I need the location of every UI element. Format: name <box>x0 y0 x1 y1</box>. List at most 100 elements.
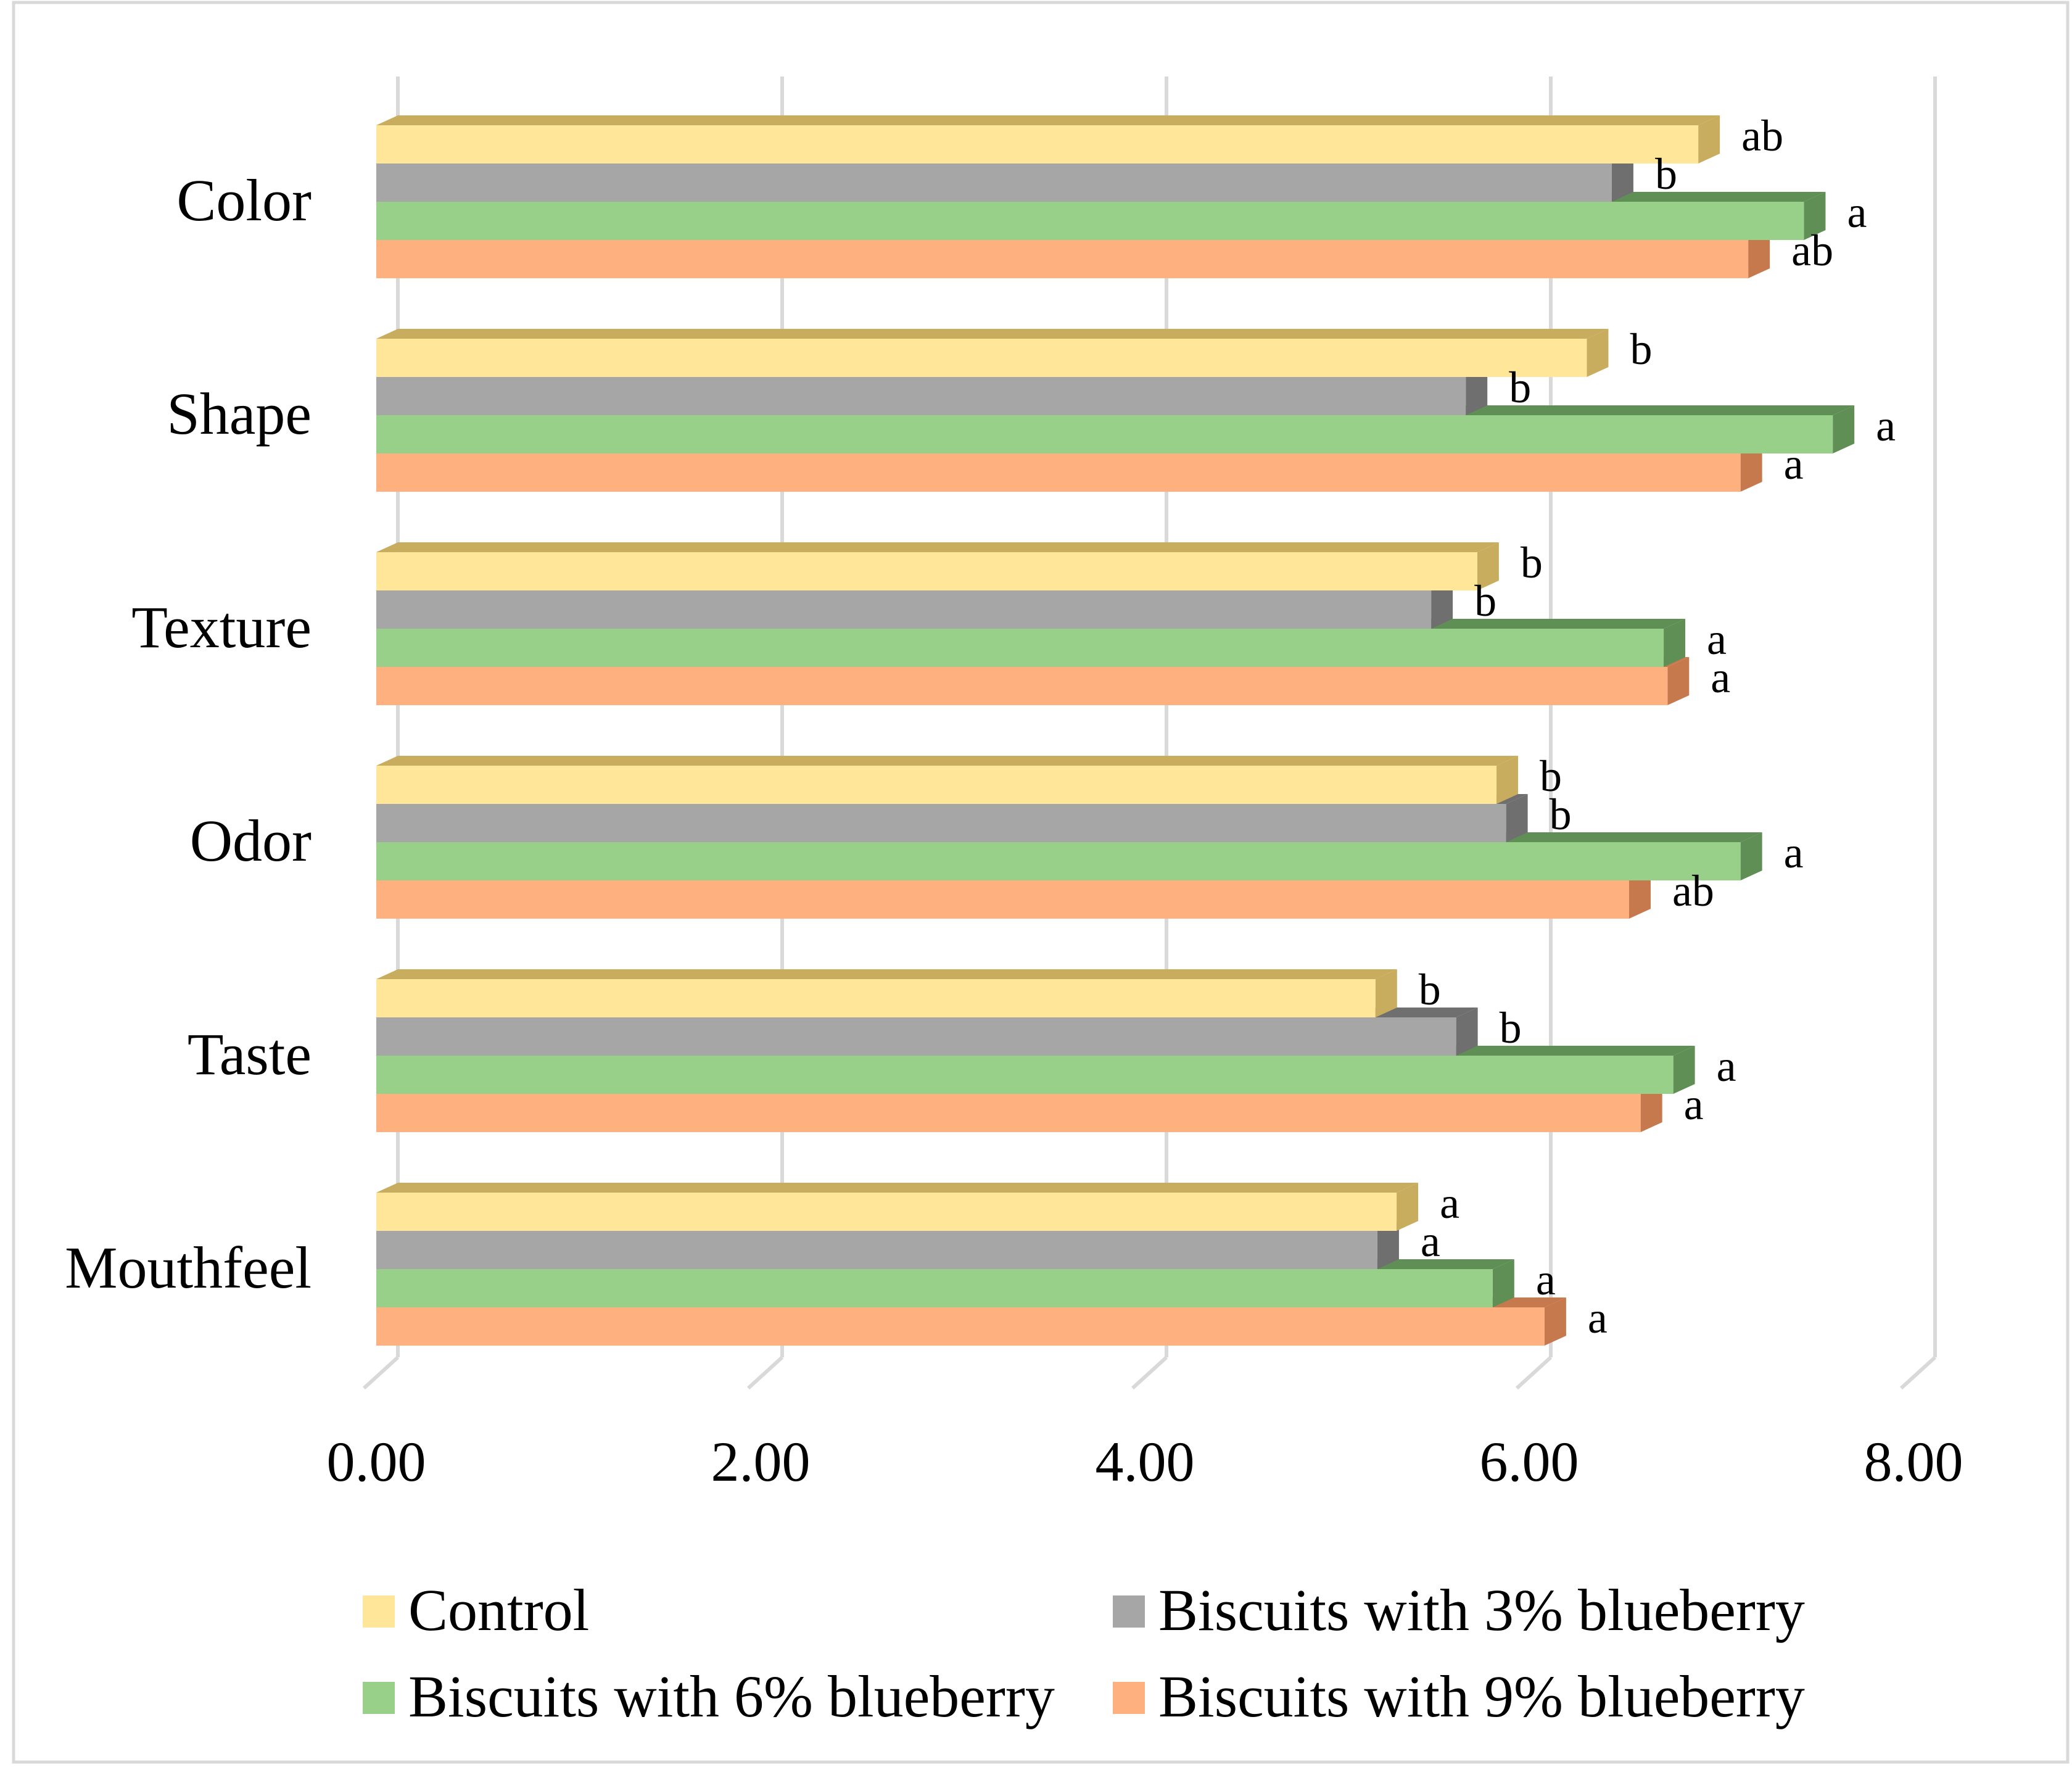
floor-line <box>746 1355 784 1390</box>
bar-side <box>1628 871 1651 919</box>
significance-label: a <box>1440 1178 1459 1228</box>
floor-line <box>1899 1355 1937 1390</box>
significance-label: b <box>1419 965 1441 1014</box>
bar-front <box>376 880 1629 919</box>
bar-front <box>376 979 1376 1017</box>
significance-label: ab <box>1791 226 1833 275</box>
bar-front <box>376 163 1612 202</box>
bar <box>376 115 1720 163</box>
bar-side <box>1698 115 1720 163</box>
bar-front <box>376 125 1699 163</box>
category-label: Mouthfeel <box>65 1235 312 1301</box>
bar-side <box>1477 542 1499 590</box>
bar <box>376 756 1519 804</box>
bar-front <box>376 590 1432 629</box>
legend-swatch <box>363 1595 395 1628</box>
legend-label: Biscuits with 3% blueberry <box>1158 1577 1805 1643</box>
bar-front <box>376 842 1741 880</box>
legend-item: Control <box>363 1577 589 1643</box>
bar-top <box>376 329 1609 339</box>
significance-label: a <box>1707 615 1727 664</box>
floor-line <box>362 1355 400 1390</box>
significance-label: a <box>1717 1041 1736 1091</box>
significance-label: ab <box>1741 111 1783 160</box>
x-tick-label: 2.00 <box>711 1430 811 1493</box>
significance-label: a <box>1876 401 1896 450</box>
category-labels: ColorabbaabShapebbaaTexturebbaaOdorbbaab… <box>65 111 1896 1343</box>
significance-label: a <box>1847 188 1867 237</box>
bar-side <box>1748 230 1770 278</box>
significance-label: b <box>1540 751 1562 801</box>
legend-item: Biscuits with 6% blueberry <box>363 1663 1055 1729</box>
significance-label: b <box>1550 790 1572 839</box>
bar-side <box>1375 969 1397 1017</box>
bar-front <box>376 629 1664 667</box>
significance-label: a <box>1784 439 1804 489</box>
legend-item: Biscuits with 9% blueberry <box>1113 1663 1805 1729</box>
x-tick-labels: 0.00 2.00 4.00 6.00 8.00 <box>327 1430 1963 1493</box>
bar-front <box>376 1056 1674 1094</box>
x-tick-label: 6.00 <box>1480 1430 1579 1493</box>
legend: Control Biscuits with 3% blueberry Biscuit… <box>363 1577 1805 1729</box>
bar-side <box>1377 1221 1399 1269</box>
significance-label: a <box>1536 1255 1556 1304</box>
category-label: Odor <box>190 808 312 874</box>
significance-label: b <box>1474 576 1496 626</box>
category-label: Color <box>176 167 312 233</box>
bar-side <box>1740 832 1762 880</box>
bar <box>376 969 1397 1017</box>
bar-side <box>1640 1084 1662 1132</box>
floor-line <box>1515 1355 1553 1390</box>
bar-top <box>376 542 1499 552</box>
bar-side <box>1544 1297 1566 1346</box>
x-tick-label: 0.00 <box>327 1430 426 1493</box>
legend-swatch <box>1113 1682 1145 1714</box>
bar-side <box>1496 756 1519 804</box>
x-tick-label: 8.00 <box>1864 1430 1963 1493</box>
bar-front <box>376 804 1506 842</box>
bar-top <box>376 1183 1419 1193</box>
category-label: Shape <box>167 381 312 447</box>
bar-side <box>1673 1046 1695 1094</box>
legend-swatch <box>1113 1595 1145 1628</box>
bar-top <box>376 115 1720 125</box>
significance-label: b <box>1521 538 1543 587</box>
bar <box>376 329 1609 377</box>
significance-label: a <box>1421 1217 1440 1266</box>
bar <box>376 542 1499 590</box>
bar-side <box>1456 1008 1478 1056</box>
bar-front <box>376 667 1668 705</box>
bar-front <box>376 240 1749 278</box>
bar-top <box>376 969 1397 979</box>
significance-label: b <box>1630 325 1652 374</box>
gridlines <box>362 77 1937 1390</box>
category-label: Taste <box>188 1021 312 1087</box>
bar-side <box>1506 794 1528 842</box>
x-tick-label: 4.00 <box>1096 1430 1195 1493</box>
bar-side <box>1431 581 1453 629</box>
bar-front <box>376 1017 1456 1056</box>
bar-side <box>1664 619 1686 667</box>
significance-label: b <box>1655 149 1677 199</box>
legend-item: Biscuits with 3% blueberry <box>1113 1577 1805 1643</box>
bar-side <box>1804 192 1826 240</box>
bar-side <box>1492 1259 1514 1307</box>
significance-label: a <box>1711 653 1730 702</box>
bar-front <box>376 766 1497 804</box>
significance-label: b <box>1509 363 1531 412</box>
legend-label: Biscuits with 6% blueberry <box>408 1663 1055 1729</box>
bar-front <box>376 202 1804 240</box>
significance-label: a <box>1784 828 1804 877</box>
category-label: Texture <box>131 594 312 660</box>
chart-frame <box>12 1 2070 1764</box>
bar-side <box>1667 657 1690 705</box>
bar-front <box>376 1307 1545 1346</box>
bar-side <box>1587 329 1609 377</box>
significance-label: a <box>1684 1080 1704 1129</box>
bar-side <box>1740 444 1762 492</box>
bar-front <box>376 1094 1641 1132</box>
bar-front <box>376 552 1477 590</box>
bar-front <box>376 1269 1493 1307</box>
bar-front <box>376 377 1466 415</box>
